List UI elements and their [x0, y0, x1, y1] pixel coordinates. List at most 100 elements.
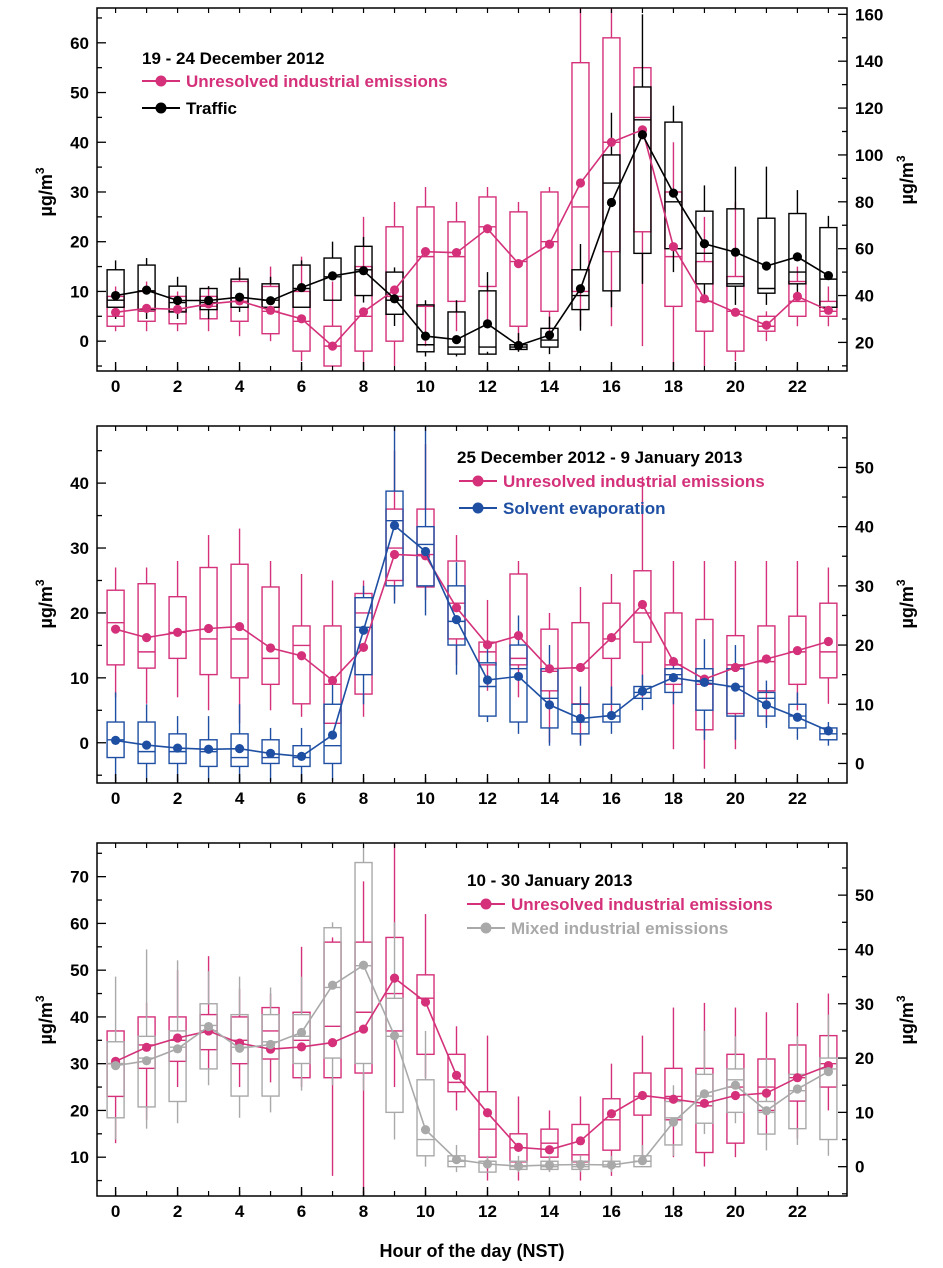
- right-tick-label: 10: [855, 695, 874, 714]
- box: [323, 927, 342, 1059]
- x-tick-label: 4: [235, 377, 245, 396]
- series-1-mean-point: [544, 700, 555, 710]
- left-tick-label: 10: [70, 669, 89, 688]
- panel-january-10-30: 0 2 4 6 8 10 12 14 16 18 20 22 10 20 30 40 50 60 70 0 10 20…: [33, 842, 917, 1221]
- box: [385, 271, 404, 315]
- plot-frame: [96, 7, 848, 372]
- box: [199, 1003, 218, 1070]
- series-0-mean-point: [823, 636, 834, 647]
- panel-title: 25 December 2012 - 9 January 2013: [457, 448, 742, 467]
- left-axis-label: µg/m3: [33, 579, 56, 628]
- box: [230, 563, 249, 679]
- series-1-mean-point: [482, 1159, 493, 1169]
- series-0-mean-point: [296, 651, 307, 661]
- left-tick-label: 20: [70, 1101, 89, 1120]
- series-0-mean-point: [668, 1094, 679, 1104]
- box: [633, 86, 652, 255]
- left-tick-label: 40: [70, 474, 89, 493]
- left-tick-label: 70: [70, 868, 89, 887]
- series-1-mean-point: [389, 294, 400, 304]
- box: [199, 566, 218, 676]
- right-axis-label: µg/m3: [894, 995, 917, 1044]
- x-tick-label: 8: [359, 377, 368, 396]
- series-0-mean-point: [172, 627, 183, 638]
- series-1-mean-point: [575, 713, 586, 724]
- series-1-mean-point: [172, 1044, 183, 1054]
- box: [695, 260, 714, 332]
- legend: Unresolved industrial emissions Traffic: [142, 72, 448, 118]
- series-1-mean-point: [668, 673, 679, 683]
- series-1-mean-point: [327, 730, 338, 740]
- series-1-mean-point: [358, 960, 369, 970]
- right-y-axis: 0 10 20 30 40 50: [838, 437, 874, 773]
- x-tick-label: 20: [726, 377, 745, 396]
- box: [509, 211, 528, 327]
- right-tick-label: 40: [855, 940, 874, 959]
- series-1-mean-point: [327, 980, 338, 990]
- series-1-mean-point: [730, 682, 741, 692]
- box: [695, 1067, 714, 1154]
- left-tick-label: 0: [80, 734, 89, 753]
- box: [788, 615, 807, 686]
- series-1-mean-point: [792, 1084, 803, 1094]
- x-tick-label: 16: [602, 377, 621, 396]
- x-tick-label: 6: [297, 789, 306, 808]
- series-1-mean-point: [761, 261, 772, 271]
- x-axis: 0 2 4 6 8 10 12 14 16 18 20 22: [111, 8, 830, 396]
- box: [509, 573, 528, 666]
- box: [168, 1030, 187, 1103]
- series-0-mean-point: [110, 307, 121, 317]
- series-0-mean-point: [141, 633, 152, 643]
- series-1-mean-point: [389, 1031, 400, 1041]
- box: [385, 997, 404, 1114]
- series-1-mean-point: [637, 686, 648, 696]
- left-tick-label: 20: [70, 233, 89, 252]
- legend-marker-unresolved: [472, 475, 484, 487]
- series-0-mean-point: [513, 258, 524, 269]
- left-y-axis: 0 10 20 30 40 50 60: [70, 17, 106, 367]
- left-tick-label: 10: [70, 282, 89, 301]
- series-1-mean-point: [265, 1039, 276, 1050]
- box: [540, 191, 559, 313]
- right-tick-label: 40: [855, 287, 874, 306]
- box: [695, 668, 714, 711]
- box: [602, 37, 621, 253]
- series-0-mean-point: [575, 178, 586, 188]
- left-tick-label: 10: [70, 1148, 89, 1167]
- right-y-axis: 20 40 60 80 100 120 140 160: [838, 5, 883, 367]
- x-tick-label: 14: [540, 1202, 559, 1221]
- x-axis: 0 2 4 6 8 10 12 14 16 18 20 22: [111, 426, 830, 808]
- series-0-mean-point: [668, 242, 679, 252]
- series-0-mean-point: [792, 291, 803, 302]
- box: [137, 1035, 156, 1108]
- series-1-mean-point: [203, 1021, 214, 1032]
- series-1-mean-point: [141, 1056, 152, 1066]
- left-tick-label: 50: [70, 84, 89, 103]
- series-1-mean-point: [637, 130, 648, 140]
- series-1-mean-point: [699, 239, 710, 249]
- series-1-mean-point: [420, 331, 431, 341]
- series-0-mean-point: [637, 599, 648, 610]
- legend-label-traffic: Traffic: [186, 99, 237, 118]
- x-tick-label: 12: [478, 377, 497, 396]
- box: [757, 1100, 776, 1135]
- series-1-mean-point: [513, 1161, 524, 1171]
- x-tick-label: 18: [664, 1202, 683, 1221]
- series-0-mean-point: [451, 248, 462, 258]
- series-0-mean-point: [575, 1136, 586, 1146]
- series-0-mean-point: [730, 1090, 741, 1101]
- right-tick-label: 20: [855, 636, 874, 655]
- series-1-mean-point: [513, 340, 524, 351]
- series-1-mean-point: [606, 197, 617, 208]
- panel-december-january: 0 2 4 6 8 10 12 14 16 18 20 22 0 10 20 30 40 0 10 20 30 40 5…: [33, 425, 917, 808]
- box: [261, 586, 280, 686]
- legend-label-unresolved: Unresolved industrial emissions: [511, 895, 773, 914]
- x-tick-label: 2: [173, 377, 182, 396]
- series-1-mean-point: [172, 295, 183, 306]
- series-1-mean-point: [327, 271, 338, 281]
- series-0-mean-point: [234, 621, 245, 632]
- x-tick-label: 2: [173, 789, 182, 808]
- box: [354, 596, 373, 676]
- left-tick-label: 30: [70, 183, 89, 202]
- legend-label-mixed: Mixed industrial emissions: [511, 919, 728, 938]
